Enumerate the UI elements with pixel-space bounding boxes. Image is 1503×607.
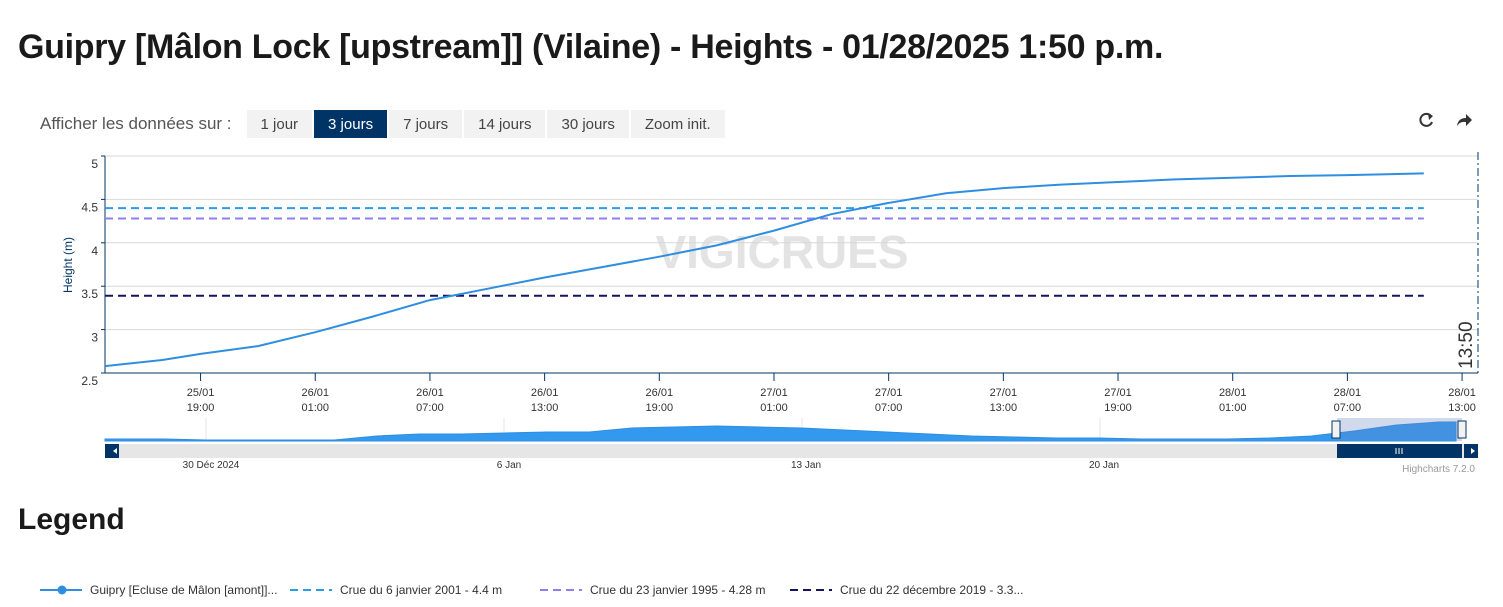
- navigator-label: 13 Jan: [790, 460, 822, 471]
- navigator-mask: [1337, 418, 1462, 441]
- x-tick-label: 28/01 07:00: [1333, 387, 1362, 414]
- legend-item[interactable]: Guipry [Ecluse de Mâlon [amont]]...: [40, 583, 277, 597]
- x-tick-label: 25/01 19:00: [186, 387, 215, 414]
- legend-item[interactable]: Crue du 23 janvier 1995 - 4.28 m: [540, 583, 765, 597]
- credits: Highcharts 7.2.0: [1402, 464, 1475, 475]
- legend-marker: [57, 585, 67, 595]
- y-tick-label: 5: [91, 157, 98, 171]
- scrollbar-arrow: [113, 448, 117, 454]
- navigator-area: [104, 421, 1457, 442]
- legend-title: Legend: [18, 503, 125, 536]
- legend-label: Crue du 22 décembre 2019 - 3.3...: [840, 583, 1023, 597]
- navigator-label: 30 Déc 2024: [182, 460, 240, 471]
- y-tick-label: 2.5: [81, 374, 98, 388]
- y-tick-label: 3.5: [81, 287, 98, 301]
- now-label: 13:50: [1456, 321, 1477, 369]
- legend-label: Guipry [Ecluse de Mâlon [amont]]...: [90, 583, 277, 597]
- navigator-label: 20 Jan: [1088, 460, 1120, 471]
- x-tick-label: 27/01 07:00: [874, 387, 903, 414]
- y-tick-label: 3: [91, 331, 98, 345]
- x-tick-label: 27/01 13:00: [989, 387, 1018, 414]
- y-tick-label: 4: [91, 244, 98, 258]
- range-button[interactable]: 14 jours: [464, 110, 546, 138]
- legend-label: Crue du 6 janvier 2001 - 4.4 m: [340, 583, 502, 597]
- x-tick-label: 27/01 01:00: [760, 387, 788, 414]
- navigator-label: 6 Jan: [496, 460, 522, 471]
- navigator-handle[interactable]: [1457, 420, 1467, 439]
- scrollbar-track: [105, 444, 1478, 458]
- share-icon[interactable]: [1457, 114, 1472, 126]
- x-tick-label: 26/01 13:00: [530, 387, 559, 414]
- range-button[interactable]: 7 jours: [389, 110, 463, 138]
- x-tick-label: 28/01 01:00: [1218, 387, 1247, 414]
- legend-item[interactable]: Crue du 6 janvier 2001 - 4.4 m: [290, 583, 502, 597]
- x-tick-label: 28/01 13:00: [1448, 387, 1476, 414]
- y-axis-title: Height (m): [61, 237, 75, 293]
- scrollbar-grip: [1395, 448, 1403, 454]
- scrollbar-button[interactable]: [105, 444, 119, 458]
- y-tick-label: 4.5: [81, 200, 98, 214]
- line-series: [104, 172, 1424, 368]
- scrollbar-arrow: [1471, 448, 1475, 454]
- legend-item[interactable]: Crue du 22 décembre 2019 - 3.3...: [790, 583, 1023, 597]
- x-tick-label: 27/01 19:00: [1104, 387, 1132, 414]
- x-tick-label: 26/01 19:00: [645, 387, 674, 414]
- watermark: VIGICRUES: [655, 226, 908, 278]
- legend-label: Crue du 23 janvier 1995 - 4.28 m: [590, 583, 765, 597]
- range-button[interactable]: 30 jours: [547, 110, 629, 138]
- refresh-icon[interactable]: [1419, 112, 1433, 127]
- range-button[interactable]: 3 jours: [314, 110, 388, 138]
- x-tick-label: 26/01 01:00: [301, 387, 330, 414]
- x-tick-label: 26/01 07:00: [416, 387, 444, 414]
- range-button[interactable]: Zoom init.: [630, 110, 725, 138]
- page-title: Guipry [Mâlon Lock [upstream]] (Vilaine)…: [18, 28, 1164, 66]
- range-selector: Afficher les données sur : 1 jour 3 jours…: [40, 110, 727, 138]
- navigator-handle[interactable]: [1331, 420, 1341, 439]
- range-button[interactable]: 1 jour: [246, 110, 313, 138]
- range-label: Afficher les données sur :: [40, 114, 232, 133]
